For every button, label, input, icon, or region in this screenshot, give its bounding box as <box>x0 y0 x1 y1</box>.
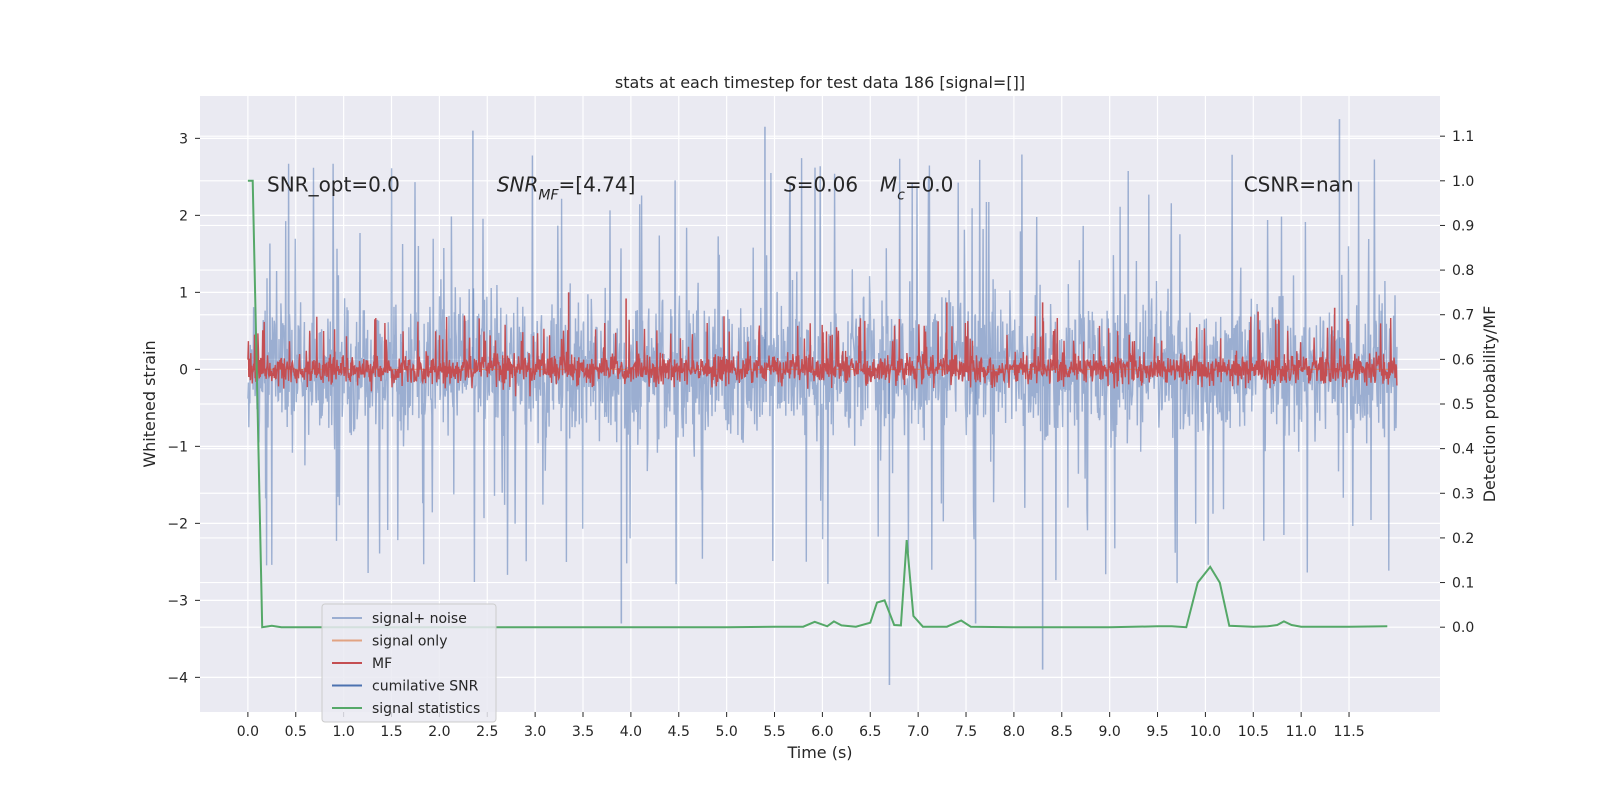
x-tick-label: 8.0 <box>1003 724 1025 740</box>
annotation-csnr: CSNR=nan <box>1244 173 1354 197</box>
mf-trace <box>247 315 1398 397</box>
x-axis-label: Time (s) <box>786 743 852 762</box>
x-tick-label: 0.5 <box>285 724 307 740</box>
x-tick-label: 4.0 <box>620 724 642 740</box>
y2-tick-label: 1.0 <box>1452 174 1474 190</box>
y-tick-label: 3 <box>179 131 188 147</box>
y2-tick-label: 0.8 <box>1452 263 1474 279</box>
x-tick-label: 5.5 <box>763 724 785 740</box>
x-tick-label: 9.0 <box>1099 724 1121 740</box>
y2-tick-label: 0.5 <box>1452 397 1474 413</box>
annotation-s: S=0.06 <box>784 173 858 197</box>
y2-tick-label: 0.7 <box>1452 308 1474 324</box>
x-tick-label: 3.0 <box>524 724 546 740</box>
x-tick-label: 4.5 <box>668 724 690 740</box>
annotation-snr-mf: SNRMF=[4.74] <box>497 173 636 204</box>
y2-axis-ticks: 0.0 0.1 0.2 0.3 0.4 0.5 0.6 0.7 0.8 0.9 1.0 1.1 <box>1440 129 1474 636</box>
y-tick-label: −2 <box>167 516 188 532</box>
y-tick-label: 0 <box>179 362 188 378</box>
x-tick-label: 2.0 <box>428 724 450 740</box>
x-tick-label: 2.5 <box>476 724 498 740</box>
legend-entry-label: signal only <box>372 634 447 650</box>
y2-tick-label: 0.4 <box>1452 442 1474 458</box>
y2-tick-label: 0.2 <box>1452 531 1474 547</box>
x-tick-label: 9.5 <box>1146 724 1168 740</box>
y2-axis-label: Detection probability/MF <box>1480 306 1499 503</box>
x-tick-label: 10.0 <box>1190 724 1221 740</box>
legend-entry-label: signal+ noise <box>372 611 467 627</box>
x-tick-label: 5.0 <box>716 724 738 740</box>
y-tick-label: −3 <box>167 593 188 609</box>
legend-entry-label: cumilative SNR <box>372 679 479 695</box>
x-tick-label: 7.0 <box>907 724 929 740</box>
y-axis-label: Whitened strain <box>140 340 159 467</box>
legend-box <box>321 603 497 723</box>
y-tick-label: −1 <box>167 439 188 455</box>
series-signal-plus-noise <box>247 119 1398 686</box>
y-tick-label: 1 <box>179 285 188 301</box>
x-tick-label: 1.0 <box>332 724 354 740</box>
x-tick-label: 3.5 <box>572 724 594 740</box>
chart-title: stats at each timestep for test data 186… <box>615 73 1025 92</box>
y2-tick-label: 1.1 <box>1452 129 1474 145</box>
y2-tick-label: 0.0 <box>1452 620 1474 636</box>
legend-entry-label: MF <box>372 656 392 672</box>
annotations: SNR_opt=0.0 SNRMF=[4.74] S=0.06 Mc=0.0 C… <box>267 173 1354 204</box>
y2-tick-label: 0.3 <box>1452 486 1474 502</box>
x-tick-label: 11.5 <box>1333 724 1364 740</box>
y2-tick-label: 0.1 <box>1452 576 1474 592</box>
legend: signal+ noise signal only MF cumilative SNR… <box>321 603 497 723</box>
y-tick-label: 2 <box>179 208 188 224</box>
x-tick-label: 6.0 <box>811 724 833 740</box>
x-tick-label: 6.5 <box>859 724 881 740</box>
y2-tick-label: 0.6 <box>1452 352 1474 368</box>
x-tick-label: 7.5 <box>955 724 977 740</box>
annotation-mc: Mc=0.0 <box>880 173 954 204</box>
noise-trace <box>247 154 1398 585</box>
x-tick-label: 8.5 <box>1051 724 1073 740</box>
y-tick-label: −4 <box>167 670 188 686</box>
annotation-snr-opt: SNR_opt=0.0 <box>267 173 400 197</box>
x-axis-ticks: 0.0 0.5 1.0 1.5 2.0 2.5 3.0 3.5 4.0 4.5 5.0 5.5 6.0 6… <box>237 712 1365 740</box>
y2-tick-label: 0.9 <box>1452 218 1474 234</box>
x-tick-label: 11.0 <box>1286 724 1317 740</box>
x-tick-label: 0.0 <box>237 724 259 740</box>
series-mf <box>247 292 1398 397</box>
x-tick-label: 10.5 <box>1238 724 1269 740</box>
y-axis-ticks: −4 −3 −2 −1 0 1 2 3 <box>167 131 200 686</box>
x-tick-label: 1.5 <box>380 724 402 740</box>
legend-entry-label: signal statistics <box>372 701 480 717</box>
